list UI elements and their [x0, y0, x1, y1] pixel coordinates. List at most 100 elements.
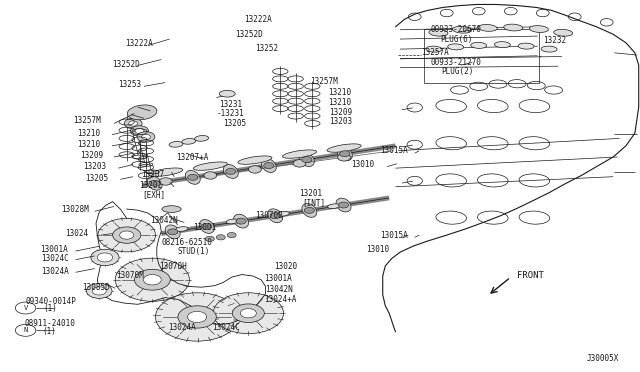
Ellipse shape — [328, 204, 340, 209]
Text: 13024: 13024 — [65, 229, 88, 238]
Circle shape — [113, 227, 141, 243]
Text: 13001A: 13001A — [264, 275, 291, 283]
Ellipse shape — [300, 153, 314, 167]
Ellipse shape — [162, 206, 181, 212]
Circle shape — [204, 172, 217, 179]
Text: FRONT: FRONT — [517, 271, 544, 280]
Ellipse shape — [193, 162, 227, 170]
Ellipse shape — [185, 170, 200, 184]
Text: 13028M: 13028M — [61, 205, 88, 214]
Ellipse shape — [165, 225, 180, 239]
Text: 13024A: 13024A — [41, 267, 68, 276]
Text: 13085D: 13085D — [82, 283, 109, 292]
Circle shape — [92, 287, 106, 295]
Ellipse shape — [169, 141, 183, 147]
Text: 13205: 13205 — [223, 119, 246, 128]
Circle shape — [301, 157, 312, 163]
Text: 13201: 13201 — [300, 189, 323, 198]
Text: 13042N: 13042N — [265, 285, 292, 294]
Ellipse shape — [147, 176, 163, 190]
Circle shape — [338, 154, 351, 161]
Ellipse shape — [175, 227, 188, 231]
Text: N: N — [24, 327, 28, 333]
Text: 13210: 13210 — [77, 129, 100, 138]
Ellipse shape — [429, 29, 448, 36]
Circle shape — [205, 236, 214, 241]
Text: 13070M: 13070M — [116, 271, 144, 280]
Ellipse shape — [336, 198, 351, 212]
Text: 13209: 13209 — [80, 151, 103, 160]
Text: 08216-62510: 08216-62510 — [161, 238, 212, 247]
Ellipse shape — [529, 26, 548, 32]
Ellipse shape — [223, 164, 238, 178]
Circle shape — [134, 269, 170, 290]
Circle shape — [227, 232, 236, 238]
Circle shape — [131, 126, 148, 136]
Circle shape — [129, 121, 138, 126]
Text: 13205: 13205 — [85, 174, 108, 183]
Text: 13252D: 13252D — [236, 30, 263, 39]
Text: 13042N: 13042N — [150, 216, 178, 225]
Text: PLUG(6): PLUG(6) — [440, 35, 473, 44]
Ellipse shape — [471, 42, 486, 48]
Text: 00933-21270: 00933-21270 — [430, 58, 481, 67]
Circle shape — [141, 134, 150, 140]
Circle shape — [293, 160, 306, 167]
Text: 13020: 13020 — [274, 262, 297, 271]
Text: 13209: 13209 — [329, 108, 352, 117]
Circle shape — [264, 163, 274, 169]
Text: 13257M: 13257M — [310, 77, 338, 86]
Circle shape — [270, 213, 280, 219]
Text: 13203: 13203 — [83, 162, 106, 171]
Text: 13070H: 13070H — [159, 262, 186, 271]
Circle shape — [216, 235, 225, 240]
Circle shape — [213, 293, 284, 334]
Text: 13231: 13231 — [219, 100, 242, 109]
Circle shape — [168, 229, 178, 235]
Ellipse shape — [541, 46, 557, 52]
Text: 13015A: 13015A — [380, 231, 408, 240]
Circle shape — [120, 231, 134, 239]
Text: 13203: 13203 — [329, 118, 352, 126]
Circle shape — [226, 169, 236, 174]
Text: 13070B: 13070B — [255, 211, 282, 220]
Circle shape — [86, 283, 112, 298]
Circle shape — [202, 224, 212, 230]
Text: 13252: 13252 — [255, 44, 278, 53]
Ellipse shape — [148, 168, 183, 176]
Circle shape — [98, 218, 156, 252]
Text: 13024C: 13024C — [41, 254, 68, 263]
Ellipse shape — [448, 44, 463, 50]
Ellipse shape — [261, 158, 276, 173]
Text: 13253: 13253 — [118, 80, 141, 89]
Circle shape — [178, 306, 216, 328]
Circle shape — [143, 275, 161, 285]
Ellipse shape — [337, 147, 353, 161]
Text: 13222A: 13222A — [244, 15, 272, 24]
Circle shape — [156, 293, 239, 341]
Ellipse shape — [504, 24, 523, 31]
Text: 13001: 13001 — [193, 224, 216, 232]
Text: 00933-20670: 00933-20670 — [430, 25, 481, 34]
Bar — [424, 29, 539, 83]
Circle shape — [124, 118, 142, 129]
Text: [EXH]: [EXH] — [142, 190, 165, 199]
Circle shape — [150, 180, 160, 186]
Circle shape — [135, 128, 144, 134]
Circle shape — [232, 304, 264, 323]
Ellipse shape — [452, 26, 472, 33]
Text: 13257M: 13257M — [74, 116, 101, 125]
Text: 13207: 13207 — [141, 170, 164, 179]
Ellipse shape — [478, 25, 497, 31]
Text: 13024A: 13024A — [168, 323, 195, 332]
Text: V: V — [24, 305, 28, 311]
Text: -13231: -13231 — [216, 109, 244, 118]
Text: 13202: 13202 — [140, 181, 163, 190]
Ellipse shape — [327, 144, 361, 152]
Ellipse shape — [127, 105, 157, 120]
Ellipse shape — [518, 43, 534, 49]
Ellipse shape — [199, 219, 214, 233]
Text: 13222A: 13222A — [125, 39, 152, 48]
Circle shape — [241, 309, 256, 318]
Circle shape — [340, 151, 350, 157]
